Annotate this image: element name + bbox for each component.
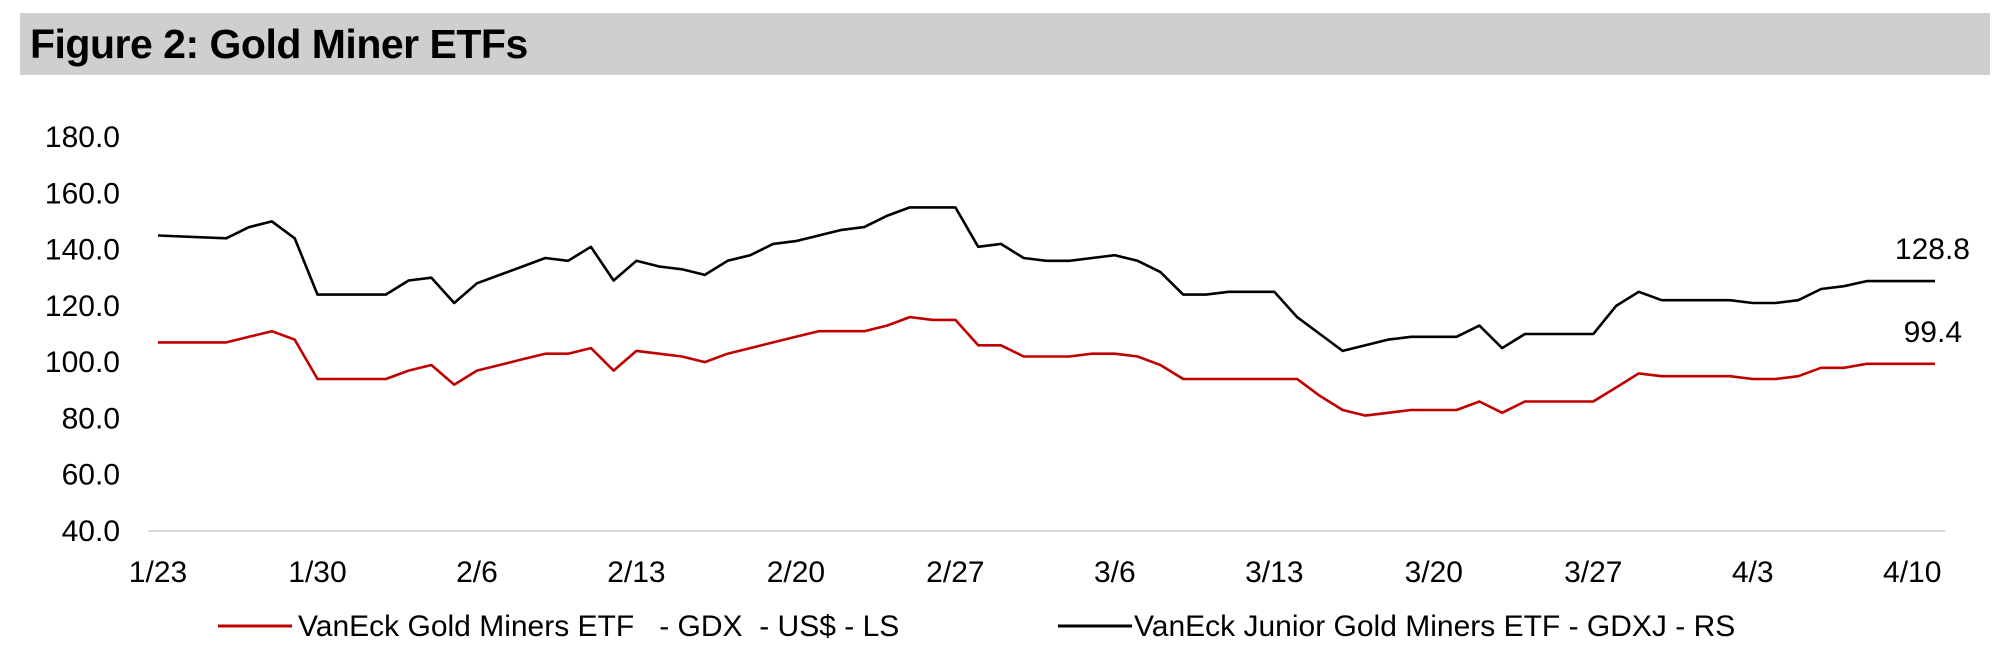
x-tick-label: 3/13 [1245,556,1303,589]
y-tick-label: 140.0 [45,234,120,267]
series-line-gdxj [157,206,1935,353]
y-tick-label: 60.0 [62,459,120,492]
x-tick-label: 2/27 [926,556,984,589]
title-bar: Figure 2: Gold Miner ETFs [20,13,1990,75]
legend: VanEck Gold Miners ETF - GDX - US$ - LS … [218,610,1735,643]
x-tick-label: 4/10 [1883,556,1941,589]
x-tick-label: 3/20 [1405,556,1463,589]
x-tick-label: 3/27 [1564,556,1622,589]
x-tick-label: 1/30 [288,556,346,589]
y-tick-label: 180.0 [45,121,120,154]
x-tick-label: 3/6 [1094,556,1136,589]
x-tick-label: 2/13 [607,556,665,589]
x-axis-ticks: 1/23 1/30 2/6 2/13 2/20 2/27 3/6 3/13 3/20 3/27 4/… [129,556,1942,589]
legend-label-gdxj: VanEck Junior Gold Miners ETF - GDXJ - R… [1134,610,1735,643]
y-tick-label: 80.0 [62,402,120,435]
x-tick-label: 2/6 [456,556,498,589]
y-tick-label: 160.0 [45,177,120,210]
y-tick-label: 40.0 [62,515,120,548]
end-label-gdx: 99.4 [1904,316,1962,349]
x-tick-label: 2/20 [767,556,825,589]
series-line-gdx [158,315,1935,417]
x-tick-label: 4/3 [1732,556,1774,589]
chart-title: Figure 2: Gold Miner ETFs [30,21,528,67]
y-tick-label: 120.0 [45,290,120,323]
y-tick-label: 100.0 [45,346,120,379]
legend-label-gdx: VanEck Gold Miners ETF - GDX - US$ - LS [298,610,899,643]
x-tick-label: 1/23 [129,556,187,589]
y-axis-ticks: 180.0 160.0 140.0 120.0 100.0 80.0 60.0 40.0 [45,121,120,548]
end-label-gdxj: 128.8 [1895,233,1970,266]
